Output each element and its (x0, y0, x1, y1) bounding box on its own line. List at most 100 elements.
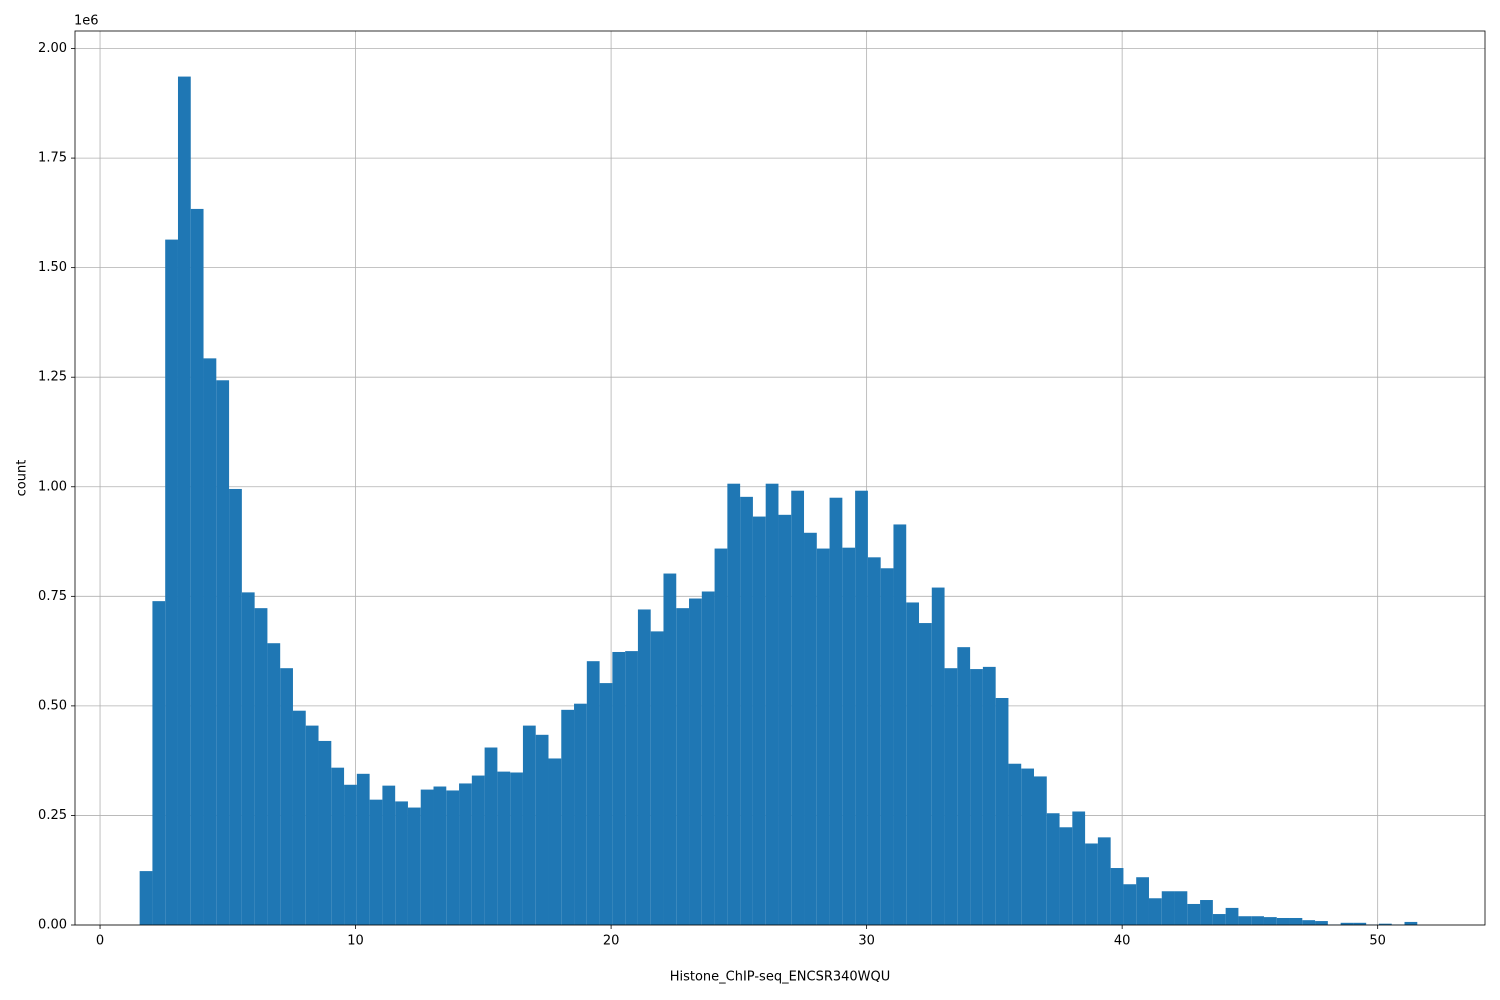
bar (765, 483, 779, 925)
bar (318, 740, 332, 925)
bar (791, 490, 805, 925)
bar (1072, 811, 1086, 925)
x-tick-label: 0 (96, 934, 104, 949)
bar (1404, 921, 1418, 925)
bar (919, 623, 932, 925)
bar (382, 785, 396, 925)
bar (970, 669, 983, 925)
bar (1097, 837, 1111, 925)
y-tick-label: 1.00 (38, 479, 67, 494)
y-offset-label: 1e6 (74, 14, 99, 29)
x-tick-label: 10 (347, 934, 364, 949)
bar (471, 775, 485, 925)
y-tick-label: 1.50 (38, 260, 67, 275)
bar (331, 767, 345, 925)
bar (1263, 917, 1277, 925)
bar (612, 651, 626, 925)
x-tick-label: 40 (1114, 934, 1131, 949)
bar (395, 801, 408, 925)
bar (1008, 763, 1022, 925)
x-tick-label: 20 (603, 934, 620, 949)
y-tick-label: 1.25 (38, 370, 67, 385)
bar (241, 592, 255, 925)
bar (1212, 914, 1226, 925)
bar (816, 548, 830, 925)
bar (280, 668, 293, 925)
bar (484, 747, 498, 925)
bar (510, 772, 523, 925)
bar (1161, 891, 1175, 925)
bar (1187, 903, 1201, 925)
bar (752, 516, 766, 925)
bar (305, 725, 319, 925)
bar (855, 490, 868, 925)
bar (906, 602, 920, 925)
bar (420, 789, 434, 925)
bar (586, 661, 600, 925)
bar (931, 587, 945, 925)
bar (1289, 917, 1303, 925)
y-tick-label: 0.00 (38, 918, 67, 933)
bar (1021, 768, 1034, 925)
bar (459, 783, 472, 925)
bar (1353, 922, 1367, 925)
bar (446, 790, 460, 925)
bar (676, 608, 690, 925)
bar (689, 598, 702, 925)
bar (177, 76, 191, 925)
bar (995, 697, 1009, 925)
bar (152, 601, 166, 925)
bar (1315, 921, 1328, 925)
bar (229, 488, 242, 925)
bar (407, 807, 421, 925)
bar (190, 208, 204, 925)
bar (893, 524, 907, 925)
bar (1110, 868, 1124, 925)
bar (369, 799, 383, 925)
bar (637, 609, 651, 925)
bar (1148, 898, 1162, 925)
bar (944, 668, 958, 925)
x-tick-label: 30 (858, 934, 875, 949)
bar (1200, 900, 1213, 925)
y-tick-label: 0.75 (38, 589, 67, 604)
bar (344, 784, 357, 925)
plot-frame (74, 30, 1486, 926)
bar (1136, 877, 1149, 925)
bar (356, 773, 370, 925)
bar (880, 568, 894, 925)
bar (599, 683, 613, 925)
bar (561, 709, 575, 925)
bar (1174, 891, 1188, 925)
bar (1033, 776, 1047, 925)
bar (650, 631, 664, 925)
bar (1276, 917, 1290, 925)
bar (982, 666, 996, 925)
bar (165, 239, 178, 926)
bar (842, 547, 856, 925)
bar (778, 514, 792, 925)
y-axis-label: count (15, 460, 30, 497)
bar (1238, 916, 1252, 925)
bar (1225, 907, 1239, 925)
bar (1340, 922, 1354, 925)
bar (267, 643, 281, 925)
bar (497, 771, 511, 925)
bar (663, 573, 677, 925)
bar (203, 358, 217, 925)
bar (804, 532, 817, 925)
x-axis-label: Histone_ChIP-seq_ENCSR340WQU (670, 970, 891, 985)
bar (433, 786, 447, 925)
grid-layer (75, 31, 1485, 926)
bar (535, 734, 549, 925)
bar (1302, 920, 1316, 925)
y-tick-label: 0.50 (38, 698, 67, 713)
bar (292, 710, 306, 925)
bar (1123, 884, 1137, 925)
bar (701, 591, 715, 925)
y-tick-label: 0.25 (38, 808, 67, 823)
bar (1085, 843, 1098, 925)
bar (1046, 813, 1060, 925)
bar (1059, 827, 1073, 925)
